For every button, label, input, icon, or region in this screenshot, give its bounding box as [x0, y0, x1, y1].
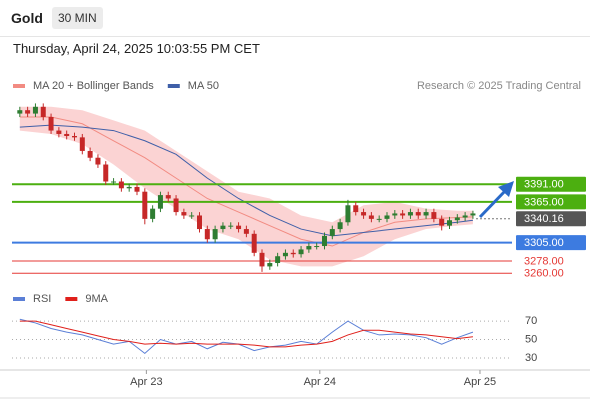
candle-body — [220, 225, 226, 230]
x-tick-label: Apr 24 — [304, 376, 336, 388]
credit: Research © 2025 Trading Central — [417, 80, 581, 92]
candle-body — [462, 215, 468, 218]
candle-body — [361, 212, 367, 216]
bollinger-band — [19, 106, 473, 267]
y-tick-label: 50 — [525, 333, 537, 345]
level-label-box — [516, 176, 586, 192]
candle-body — [173, 198, 179, 213]
x-tick-label: Apr 23 — [130, 376, 162, 388]
candle-body — [267, 263, 273, 267]
candle-body — [40, 106, 46, 117]
legend-swatch — [167, 84, 180, 88]
level-label: 3391.00 — [524, 179, 564, 191]
candle-body — [322, 235, 327, 247]
candle-body — [439, 218, 445, 226]
candle-body — [236, 225, 242, 230]
candle-body — [87, 150, 93, 158]
candle-body — [134, 186, 140, 192]
legend-label: 9MA — [85, 293, 108, 305]
candle-body — [142, 191, 148, 219]
candle-body — [470, 213, 476, 216]
indicator-line — [19, 320, 473, 348]
candle-body — [17, 110, 23, 114]
level-label: 3340.16 — [524, 213, 564, 225]
candle-body — [197, 215, 202, 230]
candle-body — [298, 249, 304, 255]
candle-body — [392, 213, 398, 216]
candle-body — [314, 246, 320, 248]
forecast-arrowhead — [498, 181, 514, 197]
candle-body — [384, 215, 390, 219]
level-label-box — [516, 211, 586, 227]
candle-body — [345, 205, 351, 223]
candle-body — [243, 229, 249, 234]
candle-body — [353, 205, 359, 213]
level-label-box — [516, 194, 586, 210]
header: Gold 30 MIN — [0, 0, 590, 37]
forecast-arrow — [478, 188, 508, 219]
legend-label: MA 50 — [188, 80, 219, 92]
candle-body — [95, 157, 101, 165]
candle-body — [454, 217, 460, 221]
candle-body — [431, 212, 437, 219]
candle-body — [111, 181, 117, 183]
ma-line — [19, 116, 473, 247]
candle-body — [189, 215, 195, 217]
candle-body — [204, 229, 210, 240]
candle-body — [259, 252, 265, 267]
legend-swatch — [13, 84, 25, 88]
candle-body — [423, 212, 429, 216]
candle-body — [400, 213, 406, 216]
level-label: 3365.00 — [524, 196, 564, 208]
candle-body — [329, 229, 335, 236]
candle-body — [157, 195, 163, 209]
candle-body — [118, 181, 124, 189]
datetime: Thursday, April 24, 2025 10:03:55 PM CET — [13, 41, 260, 56]
candle-body — [25, 110, 31, 114]
candle-body — [337, 222, 343, 230]
candle-body — [165, 195, 171, 199]
candle-body — [72, 136, 77, 138]
level-label: 3278.00 — [524, 255, 564, 267]
candle-body — [79, 137, 85, 151]
candle-body — [228, 225, 234, 227]
candle-body — [181, 212, 187, 216]
candle-body — [56, 130, 62, 134]
legend-label: MA 20 + Bollinger Bands — [33, 80, 154, 92]
candle-body — [64, 133, 70, 136]
ma-line — [19, 124, 474, 237]
y-tick-label: 70 — [525, 315, 537, 327]
legend-label: RSI — [33, 293, 51, 305]
candle-body — [290, 252, 296, 255]
candle-body — [447, 220, 452, 226]
candle-body — [368, 215, 374, 219]
x-tick-label: Apr 25 — [464, 376, 496, 388]
candle-body — [407, 212, 413, 216]
level-label-box — [516, 235, 586, 251]
candle-body — [103, 164, 109, 182]
candle-body — [306, 246, 312, 250]
level-label: 3260.00 — [524, 268, 564, 280]
candle-body — [376, 218, 382, 220]
timeframe-button[interactable]: 30 MIN — [52, 7, 103, 29]
instrument-title: Gold — [11, 10, 43, 26]
candle-body — [212, 229, 218, 240]
level-label: 3305.00 — [524, 237, 564, 249]
candle-body — [48, 116, 54, 131]
candle-body — [275, 256, 281, 264]
candle-body — [32, 106, 38, 114]
candle-body — [415, 212, 421, 216]
candle-body — [126, 186, 132, 189]
candle-body — [251, 233, 257, 253]
legend-swatch — [65, 297, 78, 301]
candle-body — [150, 208, 156, 219]
y-tick-label: 30 — [525, 352, 537, 364]
indicator-line — [19, 318, 474, 355]
legend-swatch — [13, 297, 25, 301]
candle-body — [282, 252, 288, 257]
